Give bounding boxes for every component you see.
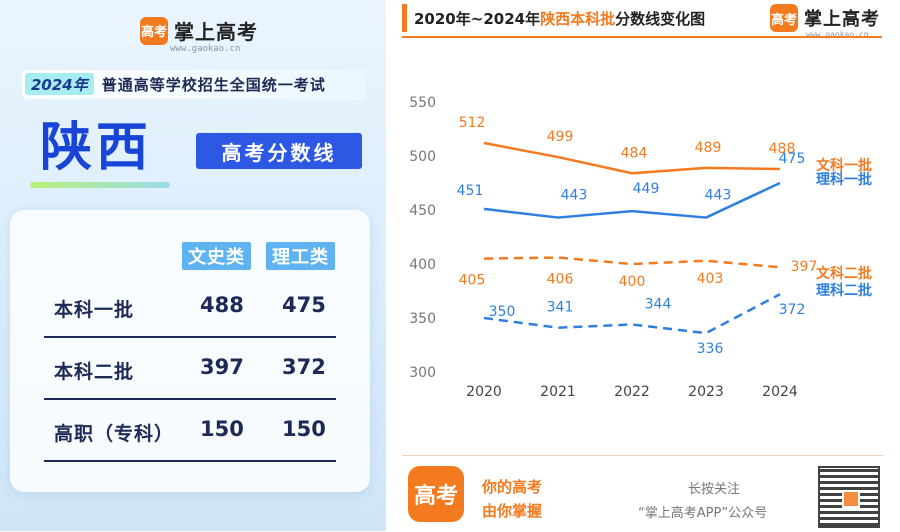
score-table: 文史类 理工类 本科一批 488 475 本科二批 397 372 高职（专科）… [10,210,370,492]
title-accent-bar [402,4,407,32]
chart-panel: 2020年~2024年陕西本科批分数线变化图 高考 掌上高考 www.gaoka… [386,0,900,531]
chart-title-prefix: 2020年~2024年 [414,10,541,28]
data-label: 406 [547,272,574,288]
row-science-score: 475 [282,293,326,317]
series-line [483,256,781,269]
row-science-score: 372 [282,355,326,379]
row-name: 高职（专科） [54,423,175,445]
table-row: 本科一批 488 475 [44,278,336,338]
data-label: 484 [621,145,648,161]
follow-hint-2: “掌上高考APP”公众号 [638,506,768,521]
footer: 高考 你的高考 由你掌握 长按关注 “掌上高考APP”公众号 [402,455,884,532]
data-label: 443 [561,188,588,204]
y-tick-label: 300 [409,365,436,381]
y-tick-label: 350 [409,311,436,327]
brand-mark-icon: 高考 [770,4,798,32]
x-tick-label: 2024 [762,384,798,400]
data-label: 372 [779,302,806,318]
row-arts-score: 150 [200,417,244,441]
data-label: 336 [697,341,724,357]
qr-code[interactable] [818,466,880,528]
exam-year: 2024年 [25,73,94,95]
exam-banner: 2024年 普通高等学校招生全国统一考试 [22,70,366,98]
series-legend-label: 理科二批 [816,282,872,299]
data-label: 405 [459,273,486,289]
table-row: 高职（专科） 150 150 [44,402,336,462]
x-tick-label: 2022 [614,384,650,400]
app-logo-icon: 高考 [408,466,464,522]
data-label: 499 [547,129,574,145]
series-legend-label: 理科一批 [816,171,872,188]
x-tick-label: 2021 [540,384,576,400]
data-label: 449 [633,181,660,197]
table-row: 本科二批 397 372 [44,340,336,400]
data-label: 489 [695,140,722,156]
data-label: 451 [457,183,484,199]
brand-name: 掌上高考 [174,20,258,44]
series-line [483,141,781,175]
data-label: 488 [769,141,796,157]
data-label: 403 [697,271,724,287]
data-label: 341 [547,300,574,316]
data-label: 443 [705,188,732,204]
series-line [483,293,781,335]
brand-url: www.gaokao.cn [170,44,241,54]
data-label: 350 [489,304,516,320]
exam-title: 普通高等学校招生全国统一考试 [101,75,326,94]
brand-logo: 高考 掌上高考 [140,16,258,45]
brand-name: 掌上高考 [804,9,880,30]
x-tick-label: 2023 [688,384,724,400]
line-chart: 550 500 450 400 350 300 2020 2021 2022 2023 2024 51… [409,95,872,400]
row-name: 本科一批 [54,299,135,321]
score-tag: 高考分数线 [196,133,362,169]
row-arts-score: 488 [200,293,244,317]
title-divider [402,36,882,38]
y-tick-label: 550 [409,95,436,111]
row-name: 本科二批 [54,361,135,383]
chart-title-suffix: 分数线变化图 [615,10,706,28]
brand-mark-icon: 高考 [140,16,168,45]
y-tick-label: 400 [409,257,436,273]
chart-title: 2020年~2024年陕西本科批分数线变化图 [414,8,705,29]
row-arts-score: 397 [200,355,244,379]
series-legend-label: 文科一批 [816,157,872,174]
row-science-score: 150 [282,417,326,441]
x-tick-label: 2020 [466,384,502,400]
slogan-line-1: 你的高考 [482,478,543,496]
series-legend-label: 文科二批 [816,265,872,282]
data-label: 512 [459,115,486,131]
y-tick-label: 500 [409,149,436,165]
series-line [483,181,781,219]
follow-hint-1: 长按关注 [688,482,741,497]
y-tick-label: 450 [409,203,436,219]
province-underline [30,182,170,188]
col-header-science: 理工类 [266,242,335,270]
poster-panel: 高考 掌上高考 www.gaokao.cn 2024年 普通高等学校招生全国统一… [0,0,386,531]
data-label: 397 [791,259,818,275]
data-label: 344 [645,296,672,312]
brand-url: www.gaokao.cn [806,30,869,39]
data-label: 400 [619,274,646,290]
province-name: 陕西 [40,117,153,178]
data-label: 475 [779,151,806,167]
col-header-arts: 文史类 [182,242,251,270]
chart-title-highlight: 陕西本科批 [540,10,616,28]
slogan-line-2: 由你掌握 [482,502,543,520]
chart-brand-logo: 高考 掌上高考 [770,4,880,32]
